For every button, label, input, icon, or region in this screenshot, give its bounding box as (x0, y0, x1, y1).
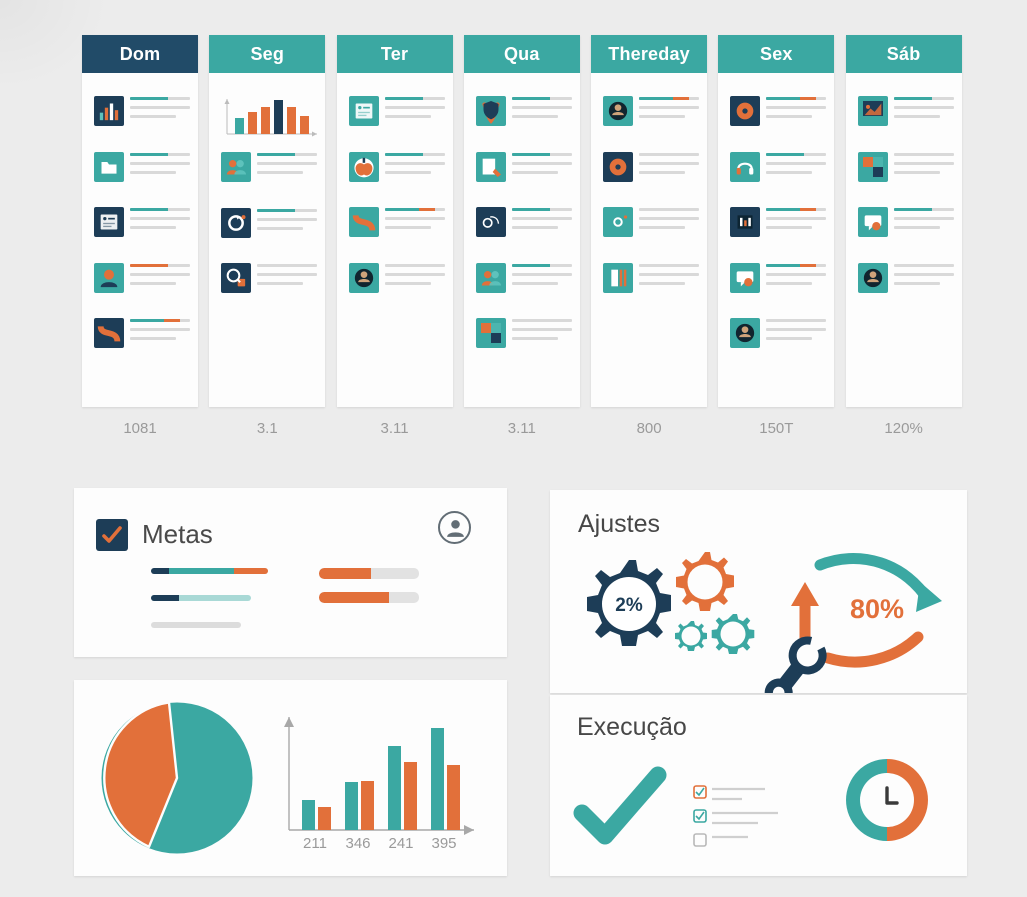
svg-text:395: 395 (431, 835, 456, 852)
svg-text:80%: 80% (850, 594, 904, 624)
svg-text:2%: 2% (615, 595, 643, 616)
svg-text:241: 241 (388, 835, 413, 852)
svg-text:346: 346 (345, 835, 370, 852)
svg-text:211: 211 (303, 835, 327, 852)
